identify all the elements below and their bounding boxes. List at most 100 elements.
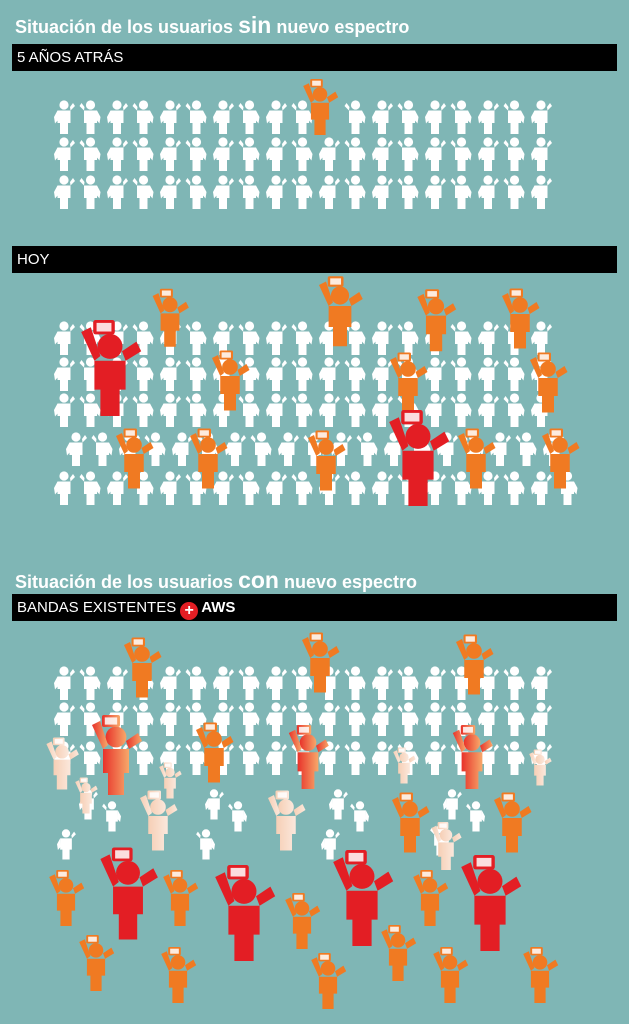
person-icon <box>291 100 313 134</box>
person-icon <box>372 321 393 355</box>
person-icon <box>425 100 446 134</box>
person-icon <box>503 393 525 427</box>
person-icon <box>443 789 462 820</box>
person-icon <box>291 393 313 427</box>
person-icon <box>132 357 154 391</box>
person-icon <box>531 175 552 209</box>
person-icon <box>107 100 128 134</box>
person-phone-icon <box>92 715 142 795</box>
person-icon <box>250 432 272 466</box>
person-icon <box>185 702 207 736</box>
person-icon <box>372 137 393 171</box>
person-icon <box>266 666 287 700</box>
person-phone-icon <box>152 288 189 347</box>
person-icon <box>466 801 485 832</box>
person-icon <box>266 357 287 391</box>
person-icon <box>66 432 87 466</box>
users-with-new-spectrum <box>46 632 559 1009</box>
person-icon <box>450 175 472 209</box>
person-icon <box>372 666 393 700</box>
person-phone-icon <box>161 947 197 1003</box>
person-icon <box>266 100 287 134</box>
person-icon <box>266 702 287 736</box>
person-phone-icon <box>124 637 162 698</box>
person-icon <box>185 175 207 209</box>
bar-today: HOY <box>12 246 617 273</box>
person-icon <box>425 357 446 391</box>
person-icon <box>531 100 552 134</box>
person-icon <box>515 432 537 466</box>
person-icon <box>503 100 525 134</box>
person-icon <box>344 741 366 775</box>
person-phone-icon <box>417 289 457 352</box>
person-icon <box>478 137 499 171</box>
person-icon <box>291 321 313 355</box>
person-icon <box>397 666 419 700</box>
person-phone-icon <box>461 855 522 951</box>
person-phone-icon <box>390 352 428 413</box>
person-icon <box>531 137 552 171</box>
person-icon <box>350 801 369 832</box>
person-icon <box>531 702 552 736</box>
person-icon <box>185 321 207 355</box>
person-icon <box>344 666 366 700</box>
person-icon <box>344 471 366 505</box>
person-icon <box>196 829 215 860</box>
person-icon <box>397 137 419 171</box>
person-phone-icon <box>46 737 79 790</box>
person-icon <box>321 829 340 860</box>
person-phone-icon <box>163 870 199 926</box>
person-icon <box>228 801 247 832</box>
users-today <box>54 276 580 506</box>
person-icon <box>319 175 340 209</box>
person-icon <box>503 357 525 391</box>
person-icon <box>397 321 419 355</box>
person-phone-icon <box>100 847 158 940</box>
person-icon <box>79 471 101 505</box>
person-icon <box>225 432 246 466</box>
person-icon <box>238 175 260 209</box>
bar-label-existing-bands: BANDAS EXISTENTES <box>17 599 177 616</box>
person-icon <box>213 137 234 171</box>
person-icon <box>329 789 348 820</box>
person-phone-icon <box>303 79 339 135</box>
person-icon <box>425 702 446 736</box>
person-icon <box>160 666 181 700</box>
person-icon <box>266 393 287 427</box>
person-icon <box>372 702 393 736</box>
person-icon <box>238 741 260 775</box>
person-icon <box>319 702 340 736</box>
person-icon <box>238 321 260 355</box>
bar-existing-bands-aws: BANDAS EXISTENTES + AWS <box>12 594 617 621</box>
person-icon <box>450 137 472 171</box>
person-phone-icon <box>529 749 552 786</box>
person-icon <box>397 100 419 134</box>
person-icon <box>107 471 128 505</box>
person-phone-icon <box>431 822 462 870</box>
person-icon <box>291 175 313 209</box>
person-phone-icon <box>392 792 430 853</box>
section1-title: Situación de los usuarios sin nuevo espe… <box>15 12 410 38</box>
person-icon <box>344 137 366 171</box>
person-icon <box>238 393 260 427</box>
person-icon <box>57 829 76 860</box>
person-icon <box>107 137 128 171</box>
person-icon <box>478 175 499 209</box>
person-icon <box>79 137 101 171</box>
person-icon <box>478 393 499 427</box>
person-icon <box>54 321 75 355</box>
person-phone-icon <box>311 953 347 1009</box>
person-icon <box>160 100 181 134</box>
person-icon <box>185 357 207 391</box>
person-icon <box>425 741 446 775</box>
person-phone-icon <box>212 350 250 411</box>
person-icon <box>503 741 525 775</box>
person-icon <box>319 393 340 427</box>
person-icon <box>238 702 260 736</box>
person-icon <box>425 393 446 427</box>
person-icon <box>238 471 260 505</box>
person-icon <box>185 137 207 171</box>
person-icon <box>132 393 154 427</box>
person-icon <box>425 137 446 171</box>
